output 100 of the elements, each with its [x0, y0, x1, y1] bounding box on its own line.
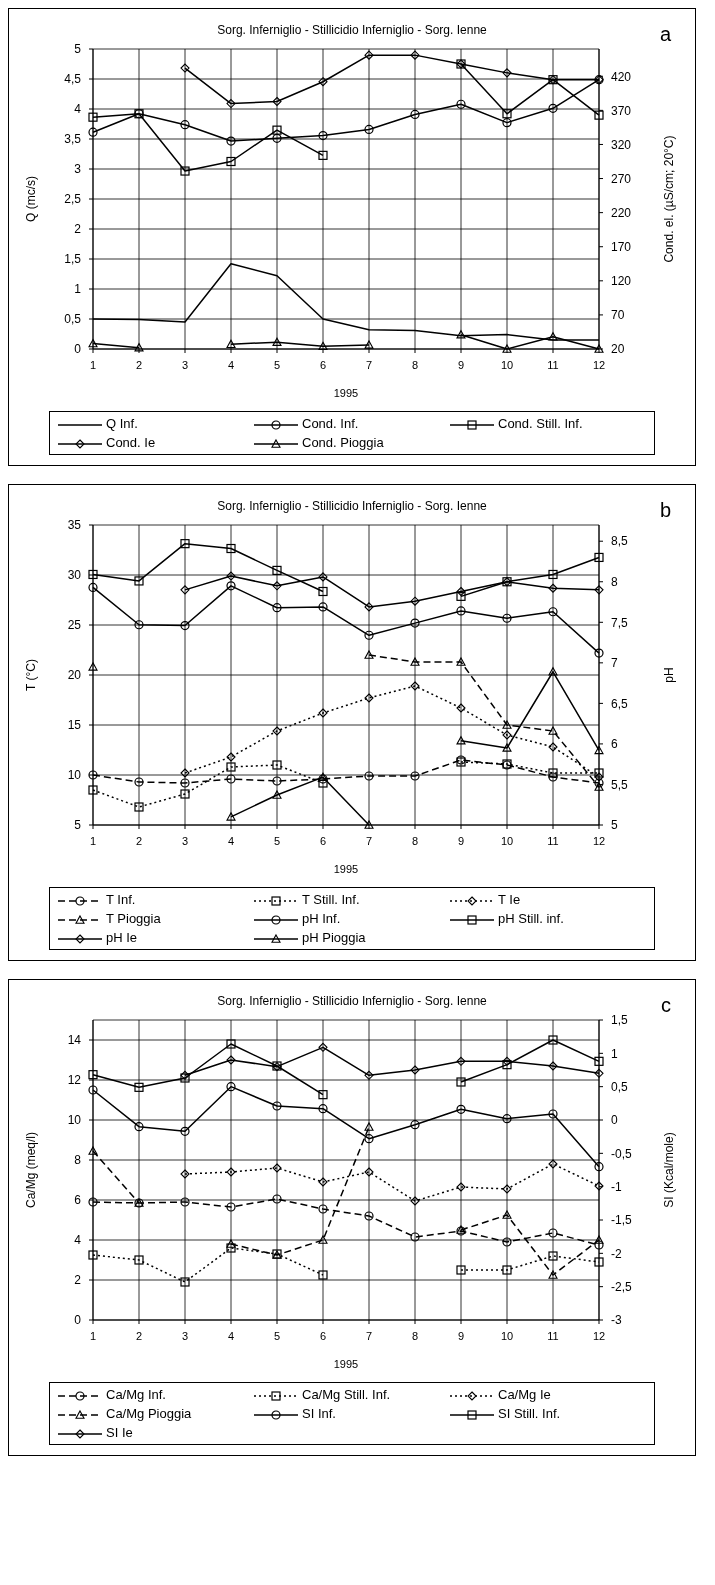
x-tick-label: 8 [411, 358, 419, 371]
y2-tick-label: 220 [611, 205, 632, 220]
legend-label: Ca/Mg Pioggia [105, 1406, 193, 1421]
x-tick-label: 3 [181, 358, 189, 371]
y2-tick-label: 8,5 [611, 534, 629, 549]
y-tick-label: 0 [74, 342, 82, 357]
legend-label: pH Pioggia [301, 930, 367, 945]
y-tick-label: 1 [74, 282, 82, 297]
x-tick-label: 10 [500, 358, 514, 371]
y-tick-label: 5 [74, 818, 82, 833]
y-tick-label: 4,5 [64, 72, 82, 87]
text: a [659, 23, 671, 46]
y-tick-label: 6 [74, 1193, 82, 1208]
x-tick-label: 1 [89, 358, 97, 371]
legend-label: Ca/Mg Still. Inf. [301, 1387, 392, 1402]
y2-tick-label: -0,5 [611, 1146, 632, 1161]
x-tick-label: 10 [500, 1329, 514, 1342]
y-tick-label: 10 [67, 1113, 82, 1128]
legend-label: Cond. Ie [105, 435, 157, 450]
x-tick-label: 3 [181, 1329, 189, 1342]
legend-label: Q Inf. [105, 416, 139, 431]
legend-label: T Inf. [105, 892, 137, 907]
y2-tick-label: 120 [611, 274, 632, 289]
y-tick-label: 2 [74, 1273, 82, 1288]
x-tick-label: 2 [135, 1329, 143, 1342]
y2-tick-label: 5 [611, 818, 618, 833]
x-tick-label: 5 [273, 1329, 281, 1342]
y-axis-title: Q (mc/s) [24, 176, 39, 222]
legend-label: T Still. Inf. [301, 892, 361, 907]
y2-tick-label: 70 [611, 308, 625, 323]
y-tick-label: 0 [74, 1313, 82, 1328]
x-tick-label: 2 [135, 834, 143, 847]
y2-tick-label: 320 [611, 137, 632, 152]
legend-label: T Pioggia [105, 911, 162, 926]
x-axis-title: 1995 [333, 387, 359, 399]
y2-tick-label: 7 [611, 656, 618, 671]
y2-tick-label: 6 [611, 737, 618, 752]
x-tick-label: 1 [89, 1329, 97, 1342]
x-tick-label: 11 [547, 1329, 559, 1342]
y-axis-title: T (°C) [24, 659, 39, 691]
y2-tick-label: 8 [611, 575, 618, 590]
x-tick-label: 6 [319, 1329, 327, 1342]
y-tick-label: 12 [67, 1073, 82, 1088]
y2-tick-label: -3 [611, 1313, 622, 1328]
legend-label: Cond. Inf. [301, 416, 360, 431]
y-tick-label: 2 [74, 222, 82, 237]
y-tick-label: 3 [74, 162, 82, 177]
x-tick-label: 7 [365, 358, 373, 371]
x-tick-label: 5 [273, 358, 281, 371]
chart-title: Sorg. Inferniglio - Stillicidio Inferniglio - Sorg. Ienne [217, 499, 487, 513]
x-tick-label: 5 [273, 834, 281, 847]
x-tick-label: 12 [592, 1329, 606, 1342]
legend-label: pH Still. inf. [497, 911, 565, 926]
legend-label: pH Ie [105, 930, 139, 945]
y2-tick-label: 20 [611, 342, 625, 357]
y2-tick-label: 7,5 [611, 615, 629, 630]
text: c [661, 994, 671, 1017]
y-tick-label: 10 [67, 768, 82, 783]
y-tick-label: 20 [67, 668, 82, 683]
y2-tick-label: 1,5 [611, 1013, 629, 1028]
y2-axis-title: pH [662, 667, 677, 683]
x-tick-label: 8 [411, 834, 419, 847]
y-tick-label: 4 [74, 1233, 82, 1248]
chart-title: Sorg. Inferniglio - Stillicidio Inferniglio - Sorg. Ienne [217, 23, 487, 37]
y2-tick-label: -1 [611, 1179, 622, 1194]
y2-tick-label: 420 [611, 69, 632, 84]
y-tick-label: 1,5 [64, 252, 82, 267]
legend-label: pH Inf. [301, 911, 342, 926]
x-tick-label: 4 [227, 834, 235, 847]
x-tick-label: 6 [319, 358, 327, 371]
y2-tick-label: -2,5 [611, 1279, 632, 1294]
y-tick-label: 35 [67, 518, 82, 533]
x-tick-label: 1 [89, 834, 97, 847]
x-tick-label: 9 [457, 1329, 465, 1342]
x-axis-title: 1995 [333, 1358, 359, 1370]
y2-tick-label: 0 [611, 1113, 618, 1128]
y-tick-label: 14 [67, 1033, 82, 1048]
x-tick-label: 4 [227, 358, 235, 371]
y-tick-label: 15 [67, 718, 82, 733]
x-tick-label: 11 [547, 358, 559, 371]
x-axis-title: 1995 [333, 863, 359, 875]
y2-tick-label: 270 [611, 171, 632, 186]
x-tick-label: 7 [365, 834, 373, 847]
legend-label: Cond. Still. Inf. [497, 416, 584, 431]
y2-tick-label: -1,5 [611, 1213, 632, 1228]
x-tick-label: 2 [135, 358, 143, 371]
y-tick-label: 3,5 [64, 132, 82, 147]
x-tick-label: 12 [592, 358, 606, 371]
legend-label: Ca/Mg Ie [497, 1387, 552, 1402]
x-tick-label: 11 [547, 834, 559, 847]
y2-tick-label: 0,5 [611, 1079, 629, 1094]
y2-axis-title: Cond. el. (µS/cm; 20°C) [662, 135, 677, 263]
text: b [659, 499, 671, 522]
x-tick-label: 7 [365, 1329, 373, 1342]
legend-label: SI Ie [105, 1425, 134, 1440]
x-tick-label: 12 [592, 834, 606, 847]
y-tick-label: 25 [67, 618, 82, 633]
y2-tick-label: 170 [611, 239, 632, 254]
y2-tick-label: 5,5 [611, 777, 629, 792]
y-tick-label: 30 [67, 568, 82, 583]
